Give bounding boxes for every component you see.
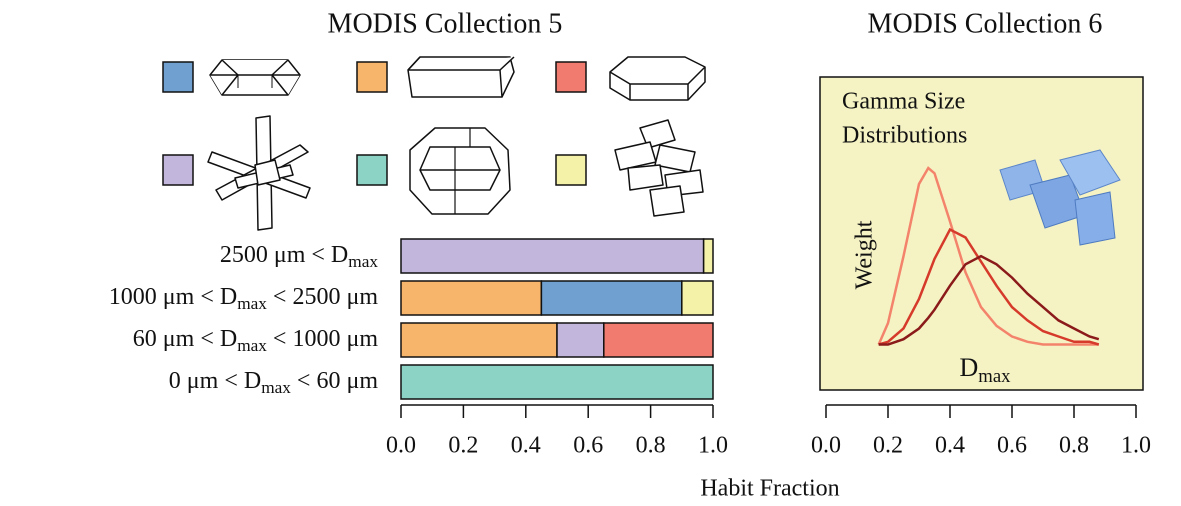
annotation: Gamma Size xyxy=(842,89,965,115)
y-tick-label: 2500 μm < Dmax​ xyxy=(220,242,378,272)
x-tick-label: 0.4 xyxy=(511,433,541,459)
crystal-droxtal xyxy=(409,127,511,215)
x-axis-label: Dmax​ xyxy=(960,353,1012,387)
crystal-aggregate xyxy=(614,119,704,217)
annotation: Distributions xyxy=(842,123,967,149)
x-tick-label: 1.0 xyxy=(698,433,728,459)
bar-segment xyxy=(400,322,558,358)
x-axis-label: Habit Fraction xyxy=(700,476,839,502)
legend-swatch xyxy=(162,154,194,186)
y-tick-label: 1000 μm < Dmax​ < 2500 μm xyxy=(109,284,379,314)
x-tick-label: 1.0 xyxy=(1121,433,1151,459)
x-tick-label: 0.8 xyxy=(1059,433,1089,459)
x-tick-label: 0.6 xyxy=(997,433,1027,459)
crystal-edge xyxy=(221,59,289,76)
ice-crystal xyxy=(1059,149,1121,196)
x-tick-label: 0.2 xyxy=(448,433,478,459)
legend-swatch xyxy=(555,61,587,93)
ice-photo xyxy=(999,149,1121,246)
bar-segment xyxy=(400,238,705,274)
crystal-edge xyxy=(499,69,503,98)
line xyxy=(878,227,1100,346)
bar-segment xyxy=(540,280,683,316)
bar-segment xyxy=(556,322,605,358)
chart-title: MODIS Collection 5 xyxy=(328,8,563,39)
legend-swatch xyxy=(356,154,388,186)
legend-swatch xyxy=(555,154,587,186)
y-tick-label: 0 μm < Dmax​ < 60 μm xyxy=(169,368,379,398)
legend-swatch xyxy=(162,61,194,93)
bar-segment xyxy=(702,238,714,274)
line xyxy=(877,166,1099,346)
crystal-rosette xyxy=(207,115,311,231)
crystal-edge xyxy=(609,66,706,85)
bar-segment xyxy=(400,280,543,316)
x-tick-label: 0.2 xyxy=(873,433,903,459)
x-tick-label: 0.4 xyxy=(935,433,965,459)
crystal-drawings xyxy=(207,56,706,231)
chart-title: MODIS Collection 6 xyxy=(868,8,1103,39)
x-tick-label: 0.8 xyxy=(636,433,666,459)
x-tick-label: 0.0 xyxy=(386,433,416,459)
ice-crystal xyxy=(1074,191,1116,246)
x-tick-label: 0.0 xyxy=(811,433,841,459)
y-tick-label: 60 μm < Dmax​ < 1000 μm xyxy=(133,326,379,356)
bar-segment xyxy=(400,364,714,400)
bar-segment xyxy=(681,280,714,316)
y-axis-label: Weight xyxy=(852,220,878,289)
line xyxy=(878,254,1100,346)
legend-swatch xyxy=(356,61,388,93)
bar-segment xyxy=(603,322,714,358)
x-tick-label: 0.6 xyxy=(573,433,603,459)
crystal-edge xyxy=(407,56,421,71)
